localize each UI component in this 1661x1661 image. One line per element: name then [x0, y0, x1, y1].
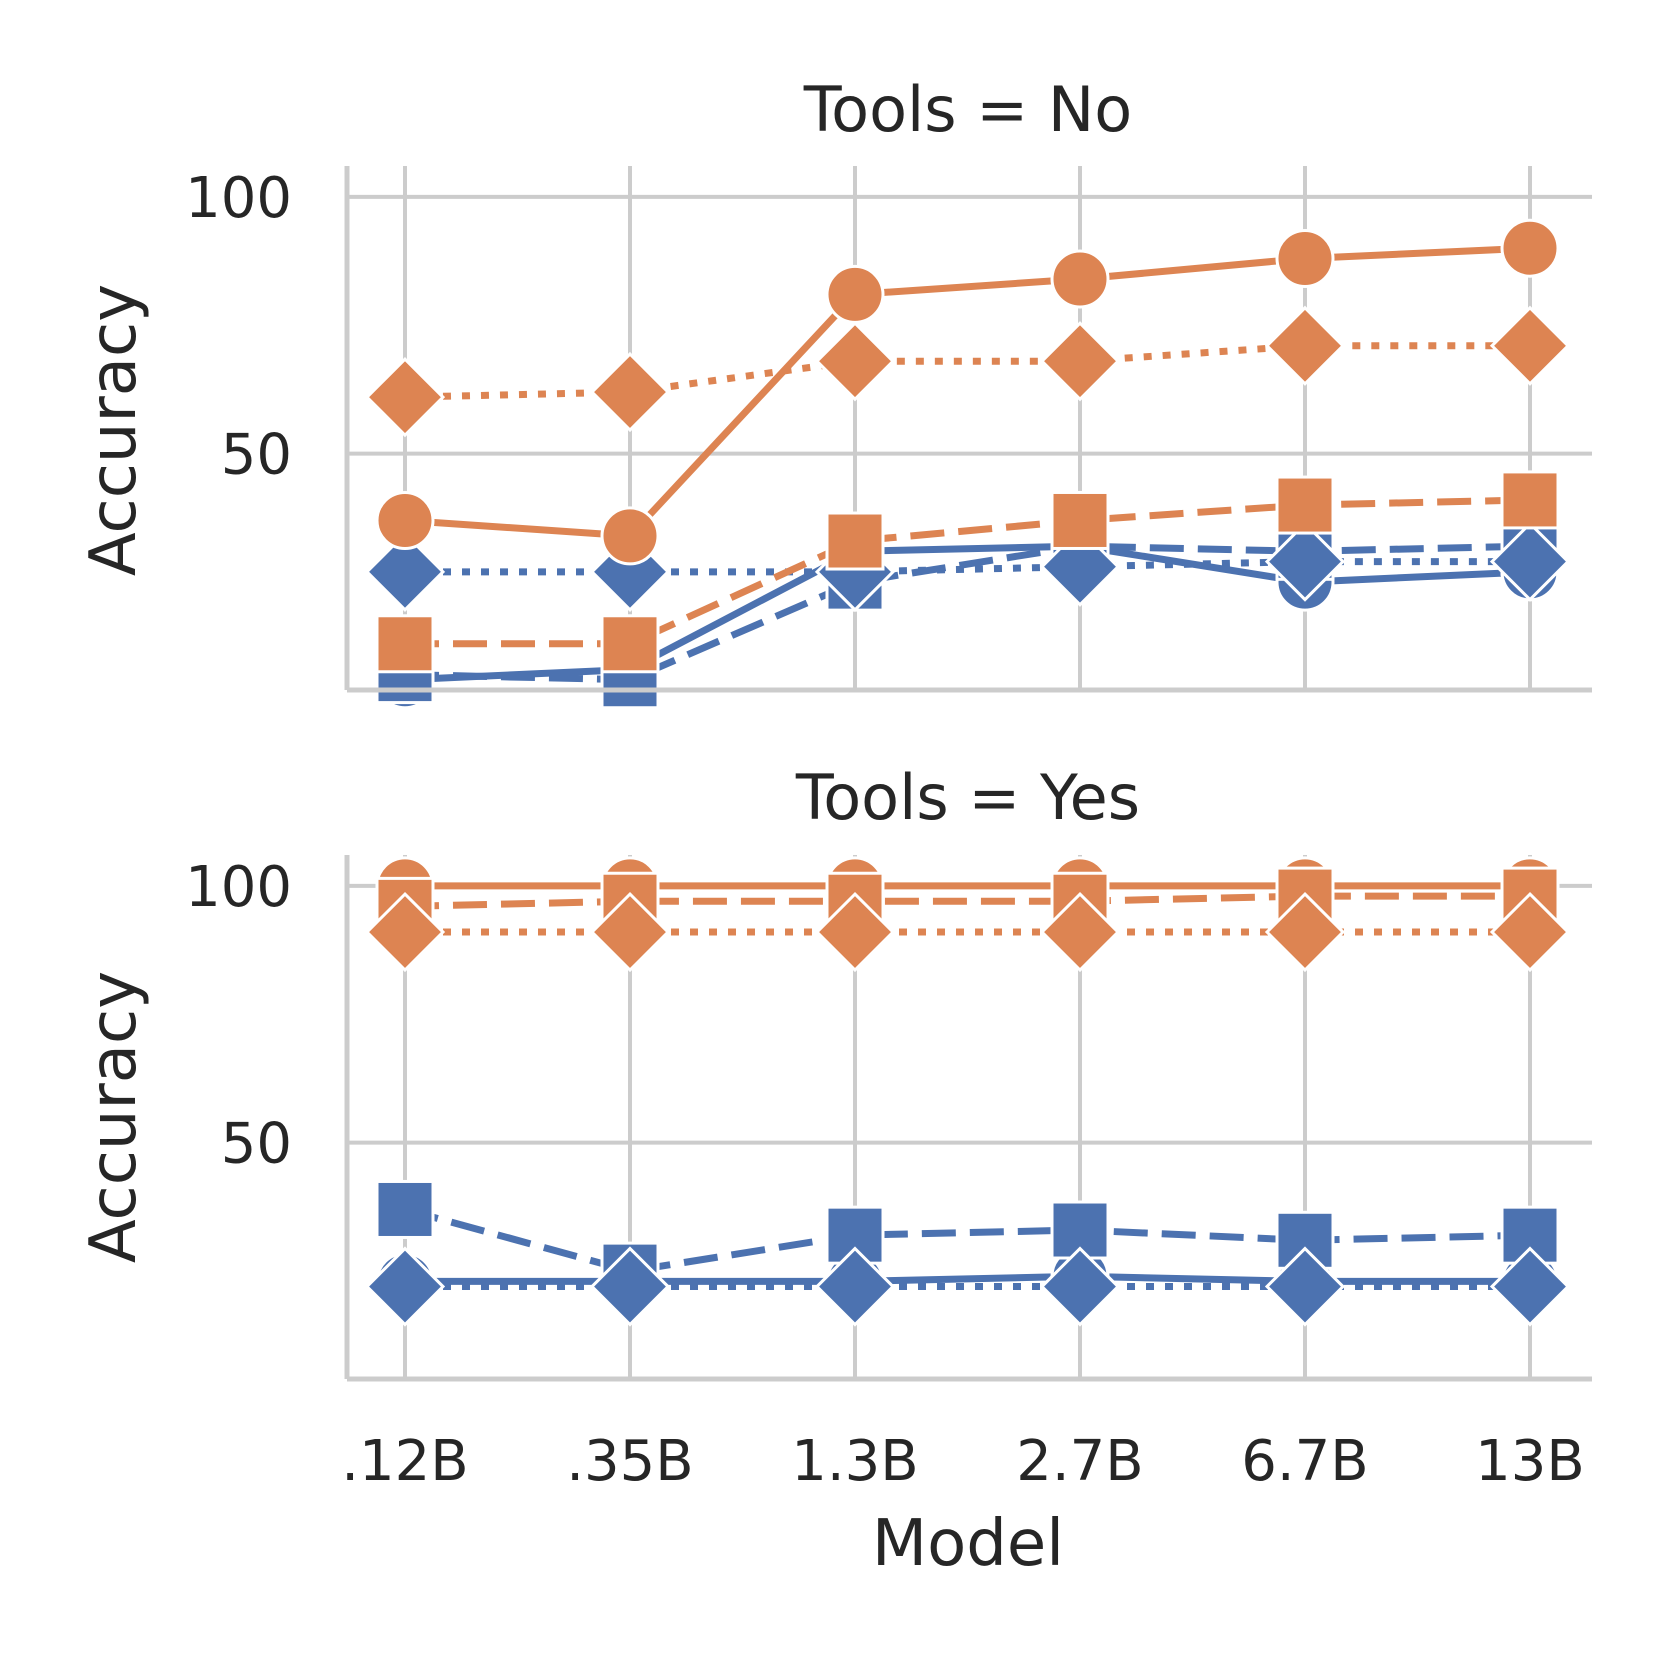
data-point — [1050, 249, 1110, 309]
y-tick-labels: 50 100 — [185, 855, 292, 1177]
data-point — [364, 531, 446, 612]
data-point — [1275, 228, 1335, 288]
series-2 — [364, 1246, 1571, 1327]
data-point — [375, 1179, 435, 1239]
series-line — [404, 892, 1530, 910]
data-point — [1264, 521, 1346, 602]
axis-spines — [344, 166, 1592, 693]
gridlines — [347, 855, 1592, 1379]
data-point — [1500, 218, 1560, 278]
series-0 — [375, 1246, 1560, 1311]
axis-spines — [344, 855, 1592, 1382]
y-axis-label: Accuracy — [77, 284, 151, 576]
data-point — [1489, 1246, 1571, 1327]
series-group — [364, 218, 1571, 710]
x-tick-label: 6.7B — [1241, 1429, 1368, 1494]
data-point — [600, 614, 660, 674]
series-line — [404, 244, 1531, 540]
data-point — [1500, 470, 1560, 530]
data-point — [364, 1246, 446, 1327]
x-tick-label: 1.3B — [791, 1429, 918, 1494]
data-point — [375, 490, 435, 550]
series-5 — [364, 891, 1571, 973]
x-tick-label: 2.7B — [1016, 1429, 1143, 1494]
data-point — [1264, 305, 1346, 386]
series-line — [405, 496, 1531, 648]
panel-title: Tools = No — [803, 73, 1132, 146]
x-tick-label: .35B — [566, 1429, 693, 1494]
series-line — [404, 542, 1531, 684]
x-axis-label: Model — [872, 1507, 1064, 1581]
data-point — [1275, 475, 1335, 535]
data-point — [375, 614, 435, 674]
data-point — [1489, 891, 1571, 973]
y-tick-label: 100 — [185, 166, 292, 231]
series-line — [404, 542, 1531, 684]
series-group — [364, 856, 1571, 1327]
data-point — [364, 357, 446, 438]
series-4 — [375, 470, 1560, 674]
data-point — [589, 1246, 671, 1327]
data-point — [589, 891, 671, 973]
series-line — [405, 1272, 1530, 1285]
data-point — [1489, 305, 1571, 386]
data-point — [814, 891, 896, 973]
y-tick-label: 50 — [221, 423, 292, 488]
series-line — [404, 1206, 1531, 1275]
series-3 — [375, 218, 1560, 566]
data-point — [1039, 321, 1121, 402]
data-point — [825, 511, 885, 571]
y-tick-label: 100 — [185, 855, 292, 920]
data-point — [1264, 891, 1346, 973]
data-point — [364, 891, 446, 973]
data-point — [1489, 521, 1571, 602]
data-point — [814, 1246, 896, 1327]
x-tick-label: .12B — [341, 1429, 468, 1494]
data-point — [1039, 891, 1121, 973]
x-tick-labels: .12B .35B 1.3B 2.7B 6.7B 13B — [341, 1429, 1585, 1494]
series-5 — [364, 305, 1571, 438]
data-point — [1050, 490, 1110, 550]
data-point — [600, 506, 660, 566]
x-tick-label: 13B — [1475, 1429, 1585, 1494]
gridlines — [347, 166, 1592, 690]
series-4 — [375, 866, 1560, 936]
panel-title: Tools = Yes — [795, 761, 1140, 834]
y-tick-labels: 50 100 — [185, 166, 292, 488]
panel-tools-no: Tools = No Accuracy 50 100 — [77, 73, 1592, 710]
data-point — [825, 264, 885, 324]
y-axis-label: Accuracy — [77, 971, 151, 1263]
series-line — [404, 342, 1530, 401]
panel-tools-yes: Tools = Yes Accuracy 50 100 — [77, 761, 1592, 1382]
data-point — [814, 321, 896, 402]
data-point — [589, 351, 671, 433]
y-tick-label: 50 — [221, 1112, 292, 1177]
data-point — [1264, 1246, 1346, 1327]
data-point — [1039, 1246, 1121, 1327]
